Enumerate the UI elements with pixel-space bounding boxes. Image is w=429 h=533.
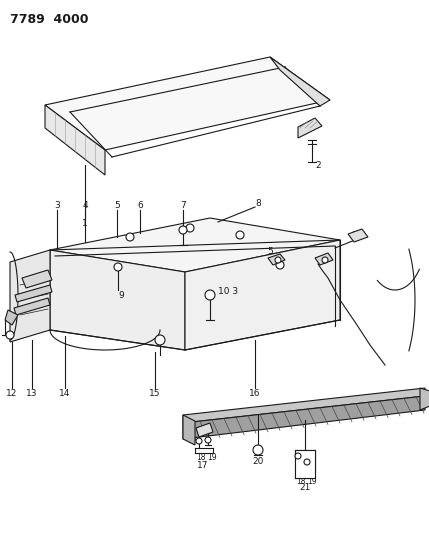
Polygon shape (298, 118, 322, 138)
Text: 11: 11 (352, 230, 364, 239)
Text: 7789  4000: 7789 4000 (10, 13, 88, 26)
Circle shape (304, 459, 310, 465)
Text: 12: 12 (6, 389, 18, 398)
Text: 16: 16 (249, 389, 261, 398)
Polygon shape (196, 423, 213, 437)
Polygon shape (315, 253, 333, 265)
Circle shape (276, 261, 284, 269)
Polygon shape (45, 105, 105, 175)
Polygon shape (183, 388, 425, 423)
Text: 8: 8 (255, 199, 261, 208)
Polygon shape (22, 270, 52, 288)
Text: 15: 15 (149, 389, 161, 398)
Polygon shape (5, 310, 18, 325)
Text: 7: 7 (180, 200, 186, 209)
Polygon shape (45, 57, 330, 150)
Circle shape (114, 263, 122, 271)
Text: 14: 14 (59, 389, 71, 398)
Circle shape (205, 437, 211, 443)
Text: 19: 19 (307, 477, 317, 486)
Text: 4: 4 (82, 200, 88, 209)
Circle shape (236, 231, 244, 239)
Text: 5: 5 (114, 200, 120, 209)
Text: 19: 19 (207, 454, 217, 463)
Circle shape (155, 335, 165, 345)
Polygon shape (185, 240, 340, 350)
Text: 2: 2 (315, 160, 321, 169)
Circle shape (186, 224, 194, 232)
Text: 18: 18 (296, 477, 305, 486)
Polygon shape (348, 229, 368, 242)
Circle shape (253, 445, 263, 455)
Circle shape (322, 257, 328, 263)
Circle shape (6, 331, 14, 339)
Circle shape (126, 233, 134, 241)
Polygon shape (420, 388, 429, 410)
Text: 20: 20 (252, 457, 264, 466)
Text: 10 3: 10 3 (218, 287, 238, 296)
Polygon shape (50, 218, 340, 272)
Polygon shape (183, 396, 425, 439)
Text: 17: 17 (197, 461, 209, 470)
Text: 1: 1 (82, 220, 88, 229)
Polygon shape (270, 57, 330, 106)
Polygon shape (183, 415, 195, 445)
Circle shape (196, 438, 202, 444)
Text: 13: 13 (26, 389, 38, 398)
Circle shape (275, 257, 281, 263)
Circle shape (205, 290, 215, 300)
Text: 9: 9 (118, 290, 124, 300)
Polygon shape (50, 250, 185, 350)
Polygon shape (14, 298, 50, 315)
Text: 18: 18 (196, 454, 205, 463)
Polygon shape (10, 250, 50, 342)
Polygon shape (268, 254, 285, 265)
Text: 6: 6 (137, 200, 143, 209)
Text: 21: 21 (299, 482, 311, 491)
Circle shape (179, 226, 187, 234)
Circle shape (295, 453, 301, 459)
Text: 3: 3 (54, 200, 60, 209)
Polygon shape (295, 450, 315, 478)
Polygon shape (15, 285, 52, 302)
Text: 5: 5 (267, 247, 273, 256)
